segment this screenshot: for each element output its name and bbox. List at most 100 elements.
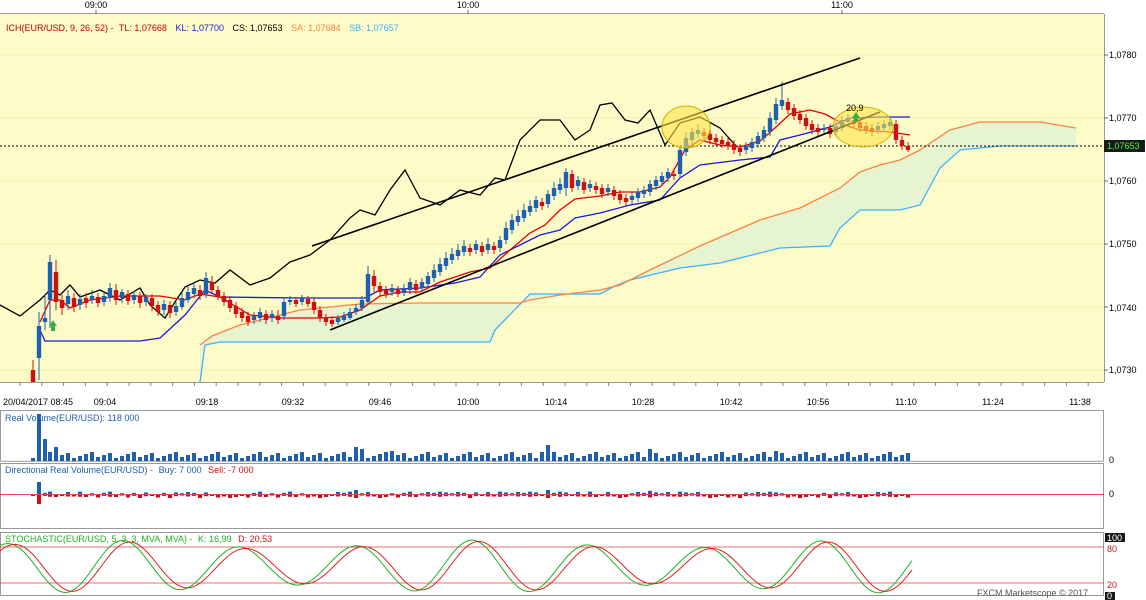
candle-body-up bbox=[42, 318, 48, 322]
volume-bar bbox=[438, 455, 442, 461]
sell-bar bbox=[108, 495, 112, 497]
volume-bar bbox=[396, 455, 400, 461]
sell-bar bbox=[54, 495, 58, 497]
candle-body-down bbox=[155, 305, 161, 312]
time-label: 09:32 bbox=[282, 397, 305, 407]
price-axis[interactable]: 1,0780 1,0770 1,0760 1,0750 1,0740 1,073… bbox=[1104, 14, 1145, 382]
sell-bar bbox=[306, 495, 310, 498]
volume-bar bbox=[168, 454, 172, 461]
sell-bar bbox=[660, 495, 664, 496]
sell-bar bbox=[810, 495, 814, 496]
buy-bar bbox=[654, 492, 658, 494]
buy-bar bbox=[342, 492, 346, 494]
volume-bar bbox=[756, 454, 760, 461]
buy-bar bbox=[43, 492, 47, 494]
candle-body-down bbox=[479, 246, 485, 252]
volume-bar bbox=[828, 458, 832, 461]
sell-bar bbox=[114, 495, 118, 497]
candle-body-up bbox=[179, 298, 185, 307]
volume-bar bbox=[72, 458, 76, 461]
sell-bar bbox=[690, 495, 694, 496]
candle-body-down bbox=[905, 146, 911, 150]
candle-body-down bbox=[569, 174, 575, 188]
time-label: 10:56 bbox=[807, 397, 830, 407]
sell-bar bbox=[66, 495, 70, 497]
sell-bar bbox=[360, 495, 364, 496]
chikou-legend: CS: 1,07653 bbox=[233, 23, 283, 33]
sell-bar bbox=[882, 495, 886, 496]
volume-bar bbox=[462, 454, 466, 461]
sell-bar bbox=[678, 495, 682, 497]
candle-body-up bbox=[629, 196, 635, 200]
sell-bar bbox=[876, 495, 880, 497]
stoch-level-20: 20 bbox=[1107, 580, 1117, 590]
sell-bar bbox=[396, 495, 400, 498]
volume-bar bbox=[282, 458, 286, 461]
volume-bar bbox=[576, 458, 580, 461]
sell-bar bbox=[540, 495, 544, 496]
sell-bar bbox=[270, 495, 274, 496]
candle-body-down bbox=[899, 140, 905, 146]
sell-bar bbox=[240, 495, 244, 496]
highlight-circle-right[interactable] bbox=[832, 106, 894, 148]
volume-bar bbox=[336, 454, 340, 461]
sell-bar bbox=[468, 495, 472, 498]
volume-bar bbox=[852, 457, 856, 461]
sell-bar bbox=[234, 495, 238, 497]
volume-bar bbox=[384, 452, 388, 461]
sell-bar bbox=[504, 495, 508, 497]
buy-bar bbox=[882, 492, 886, 494]
buy-bar bbox=[774, 492, 778, 494]
volume-bar bbox=[468, 452, 472, 461]
volume-bar bbox=[720, 452, 724, 461]
sell-bar bbox=[168, 495, 172, 498]
sell-bar bbox=[216, 495, 220, 498]
candle-body-down bbox=[725, 142, 731, 146]
buy-bar bbox=[678, 491, 682, 494]
sell-bar bbox=[378, 495, 382, 498]
sell-bar bbox=[492, 495, 496, 497]
volume-bar bbox=[126, 454, 130, 461]
candle-body-up bbox=[527, 206, 533, 212]
volume-bar bbox=[78, 456, 82, 461]
top-axis-label-0900: 09:00 bbox=[85, 0, 108, 10]
volume-bar bbox=[144, 455, 148, 461]
volume-bar bbox=[114, 458, 118, 461]
volume-bar bbox=[678, 452, 682, 461]
candle-body-down bbox=[707, 134, 713, 140]
buy-bar bbox=[90, 493, 94, 494]
buy-bar bbox=[204, 492, 208, 494]
sell-bar bbox=[450, 495, 454, 496]
sell-bar bbox=[228, 495, 232, 498]
upper-trend-line[interactable] bbox=[311, 57, 861, 247]
bottom-time-axis[interactable]: 20/04/2017 08:45 09:04 09:18 09:32 09:46… bbox=[0, 382, 1104, 407]
sell-bar bbox=[636, 495, 640, 497]
sell-bar bbox=[570, 495, 574, 496]
candle-body-down bbox=[197, 290, 203, 296]
sell-bar bbox=[180, 495, 184, 496]
volume-bar bbox=[486, 453, 490, 461]
sell-bar bbox=[594, 495, 598, 497]
stochastic-d: D: 20,53 bbox=[238, 534, 272, 544]
volume-bar bbox=[492, 458, 496, 461]
candle-body-down bbox=[491, 246, 497, 250]
buy-bar bbox=[186, 492, 190, 494]
candle-body-down bbox=[30, 370, 36, 382]
candle-body-up bbox=[401, 288, 407, 293]
sell-bar bbox=[348, 495, 352, 497]
volume-bar bbox=[900, 455, 904, 461]
buy-bar bbox=[546, 490, 550, 494]
lower-trend-line[interactable] bbox=[329, 111, 881, 331]
highlight-circle-left[interactable] bbox=[661, 105, 711, 149]
buy-bar bbox=[666, 492, 670, 494]
buy-bar bbox=[762, 492, 766, 494]
sell-bar bbox=[126, 495, 130, 498]
candle-body-up bbox=[659, 176, 665, 182]
candle-body-up bbox=[131, 295, 137, 300]
candle-body-up bbox=[341, 316, 347, 320]
candle-body-down bbox=[227, 300, 233, 308]
candle-body-up bbox=[635, 192, 641, 198]
candle-body-up bbox=[437, 264, 443, 272]
stoch-level-100: 100 bbox=[1107, 533, 1122, 543]
